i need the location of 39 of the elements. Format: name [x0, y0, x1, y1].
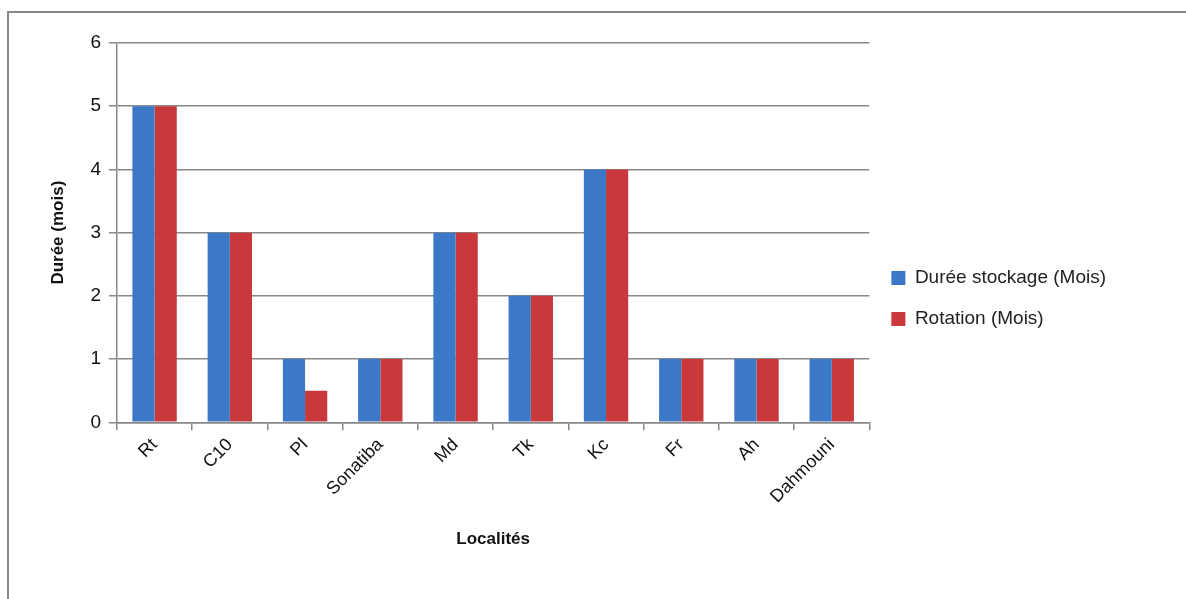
bar: [756, 359, 779, 422]
x-tick-label: Fr: [661, 434, 688, 461]
bar: [659, 359, 682, 422]
bar: [809, 359, 832, 422]
y-tick-label: 5: [90, 94, 101, 116]
bar: [530, 295, 553, 422]
x-tick-label: Md: [430, 434, 462, 466]
y-tick-label: 6: [90, 31, 101, 53]
bar: [508, 295, 531, 422]
bar: [681, 359, 704, 422]
bar: [229, 232, 253, 422]
legend-label: Rotation (Mois): [914, 307, 1044, 329]
x-tick-label: C10: [198, 434, 237, 472]
bar: [380, 359, 403, 422]
bar: [583, 169, 607, 422]
y-tick-label: 4: [90, 157, 102, 179]
bar: [433, 232, 456, 422]
bar: [455, 232, 478, 422]
y-tick-label: 0: [90, 410, 101, 432]
y-tick-label: 1: [90, 347, 101, 369]
bar: [831, 359, 854, 422]
x-axis-title: Localités: [456, 529, 531, 549]
x-tick-label: Pl: [285, 434, 312, 460]
x-tick-label: Kc: [583, 434, 613, 464]
x-tick-label: Rt: [134, 434, 161, 462]
bar: [305, 390, 328, 422]
y-axis-title: Durée (mois): [47, 180, 67, 285]
x-tick-label: Tk: [508, 433, 538, 463]
y-tick-label: 2: [90, 284, 101, 306]
bar: [207, 232, 230, 422]
bar: [132, 106, 155, 422]
legend-label: Durée stockage (Mois): [914, 266, 1106, 288]
bar: [606, 169, 629, 422]
y-tick-label: 3: [90, 220, 101, 242]
bar: [358, 359, 381, 422]
bar: [154, 106, 177, 422]
bar: [734, 359, 757, 422]
x-tick-label: Ah: [733, 434, 763, 464]
bar: [282, 359, 306, 422]
